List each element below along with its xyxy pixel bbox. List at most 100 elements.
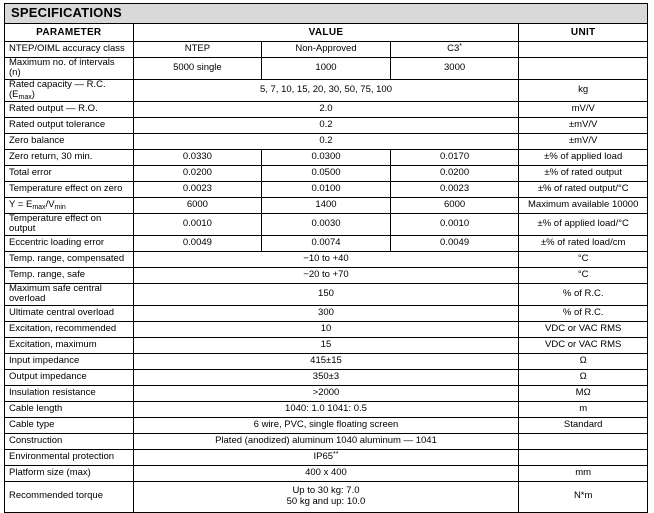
unit-cell: Ω <box>518 368 648 386</box>
value-cell-2: 0.0100 <box>261 180 391 198</box>
unit-cell: kg <box>518 78 648 102</box>
table-row: Zero balance 0.2 ±mV/V <box>4 132 648 150</box>
value-cell: 300 <box>132 304 520 322</box>
parameter-cell: Temp. range, compensated <box>4 250 134 268</box>
value-cell: −10 to +40 <box>132 250 520 268</box>
table-row: Y = Emax/Vmin 6000 1400 6000 Maximum availab… <box>4 196 648 214</box>
table-row: Construction Plated (anodized) aluminum 1… <box>4 432 648 450</box>
value-cell-3: C3* <box>389 41 520 58</box>
unit-cell <box>518 448 648 466</box>
table-row: Maximum no. of intervals (n) 5000 single 1… <box>4 57 648 80</box>
specifications-table: SPECIFICATIONS PARAMETER VALUE UNIT NTEP… <box>4 3 648 513</box>
unit-cell: ±% of rated output <box>518 164 648 182</box>
parameter-cell: Temperature effect on output <box>4 212 134 236</box>
specifications-page: SPECIFICATIONS PARAMETER VALUE UNIT NTEP… <box>4 3 648 513</box>
value-cell-3: 0.0170 <box>389 148 520 166</box>
value-cell-1: 6000 <box>132 196 263 214</box>
unit-cell <box>518 57 648 80</box>
value-cell-2: 0.0300 <box>261 148 391 166</box>
unit-cell: m <box>518 400 648 418</box>
value-cell: −20 to +70 <box>132 266 520 284</box>
value-cell-2: 1400 <box>261 196 391 214</box>
value-cell: Up to 30 kg: 7.0 50 kg and up: 10.0 <box>132 480 520 513</box>
unit-cell <box>518 41 648 58</box>
parameter-cell: Environmental protection <box>4 448 134 466</box>
value-cell-2: Non-Approved <box>261 41 391 58</box>
value-cell-2: 0.0500 <box>261 164 391 182</box>
value-cell: 5, 7, 10, 15, 20, 30, 50, 75, 100 <box>132 78 520 102</box>
parameter-cell: NTEP/OIML accuracy class <box>4 41 134 58</box>
table-row: Excitation, maximum 15 VDC or VAC RMS <box>4 336 648 354</box>
unit-cell: mV/V <box>518 100 648 118</box>
unit-cell: % of R.C. <box>518 282 648 306</box>
unit-cell: N*m <box>518 480 648 513</box>
unit-cell: Maximum available 10000 <box>518 196 648 214</box>
table-row: NTEP/OIML accuracy class NTEP Non-Approved… <box>4 41 648 58</box>
unit-cell: ±mV/V <box>518 132 648 150</box>
parameter-cell: Excitation, recommended <box>4 320 134 338</box>
column-header-parameter: PARAMETER <box>4 23 134 42</box>
parameter-cell: Maximum safe central overload <box>4 282 134 306</box>
value-cell: 10 <box>132 320 520 338</box>
value-cell: Plated (anodized) aluminum 1040 aluminum… <box>132 432 520 450</box>
value-cell-2: 1000 <box>261 57 391 80</box>
parameter-cell: Construction <box>4 432 134 450</box>
parameter-cell: Ultimate central overload <box>4 304 134 322</box>
table-row: Input impedance 415±15 Ω <box>4 352 648 370</box>
value-cell-1: 0.0023 <box>132 180 263 198</box>
value-cell-1: NTEP <box>132 41 263 58</box>
value-cell-3: 0.0010 <box>389 212 520 236</box>
table-row: Cable length 1040: 1.0 1041: 0.5 m <box>4 400 648 418</box>
column-header-row: PARAMETER VALUE UNIT <box>4 23 648 42</box>
page-title: SPECIFICATIONS <box>11 5 122 21</box>
parameter-cell: Platform size (max) <box>4 464 134 482</box>
table-body: SPECIFICATIONS PARAMETER VALUE UNIT NTEP… <box>4 3 648 513</box>
parameter-cell: Zero return, 30 min. <box>4 148 134 166</box>
table-row: Total error 0.0200 0.0500 0.0200 ±% of rated… <box>4 164 648 182</box>
value-cell-1: 0.0010 <box>132 212 263 236</box>
parameter-cell: Rated capacity — R.C. (Emax) <box>4 78 134 102</box>
value-cell: 400 x 400 <box>132 464 520 482</box>
value-cell: 150 <box>132 282 520 306</box>
table-title-cell: SPECIFICATIONS <box>4 3 648 24</box>
value-cell-3: 6000 <box>389 196 520 214</box>
value-cell: 6 wire, PVC, single floating screen <box>132 416 520 434</box>
table-row: Rated output tolerance 0.2 ±mV/V <box>4 116 648 134</box>
unit-cell: ±% of rated output/°C <box>518 180 648 198</box>
unit-cell <box>518 432 648 450</box>
table-row: Eccentric loading error 0.0049 0.0074 0.004… <box>4 234 648 252</box>
unit-cell: ±% of applied load/°C <box>518 212 648 236</box>
parameter-cell: Y = Emax/Vmin <box>4 196 134 214</box>
value-cell-3: 0.0049 <box>389 234 520 252</box>
column-header-value: VALUE <box>132 23 520 42</box>
parameter-cell: Temperature effect on zero <box>4 180 134 198</box>
unit-cell: °C <box>518 250 648 268</box>
parameter-cell: Output impedance <box>4 368 134 386</box>
unit-cell: ±mV/V <box>518 116 648 134</box>
unit-cell: ±% of applied load <box>518 148 648 166</box>
value-cell: 15 <box>132 336 520 354</box>
table-row: Rated capacity — R.C. (Emax) 5, 7, 10, 15… <box>4 78 648 102</box>
parameter-cell: Recommended torque <box>4 480 134 513</box>
table-row: Maximum safe central overload 150% of R.C… <box>4 282 648 306</box>
parameter-cell: Cable type <box>4 416 134 434</box>
table-row: Temperature effect on zero 0.0023 0.0100 0.… <box>4 180 648 198</box>
table-row: Excitation, recommended 10 VDC or VAC RMS <box>4 320 648 338</box>
table-row: Output impedance 350±3 Ω <box>4 368 648 386</box>
value-cell: IP65** <box>132 448 520 466</box>
parameter-cell: Input impedance <box>4 352 134 370</box>
value-cell-1: 5000 single <box>132 57 263 80</box>
value-cell-3: 3000 <box>389 57 520 80</box>
table-title-row: SPECIFICATIONS <box>4 3 648 24</box>
table-row: Temperature effect on output 0.0010 0.0030… <box>4 212 648 236</box>
value-cell: 0.2 <box>132 132 520 150</box>
parameter-cell: Zero balance <box>4 132 134 150</box>
value-cell-2: 0.0074 <box>261 234 391 252</box>
parameter-cell: Total error <box>4 164 134 182</box>
parameter-cell: Cable length <box>4 400 134 418</box>
unit-cell: °C <box>518 266 648 284</box>
value-cell: 415±15 <box>132 352 520 370</box>
unit-cell: % of R.C. <box>518 304 648 322</box>
parameter-cell: Insulation resistance <box>4 384 134 402</box>
value-cell-1: 0.0049 <box>132 234 263 252</box>
